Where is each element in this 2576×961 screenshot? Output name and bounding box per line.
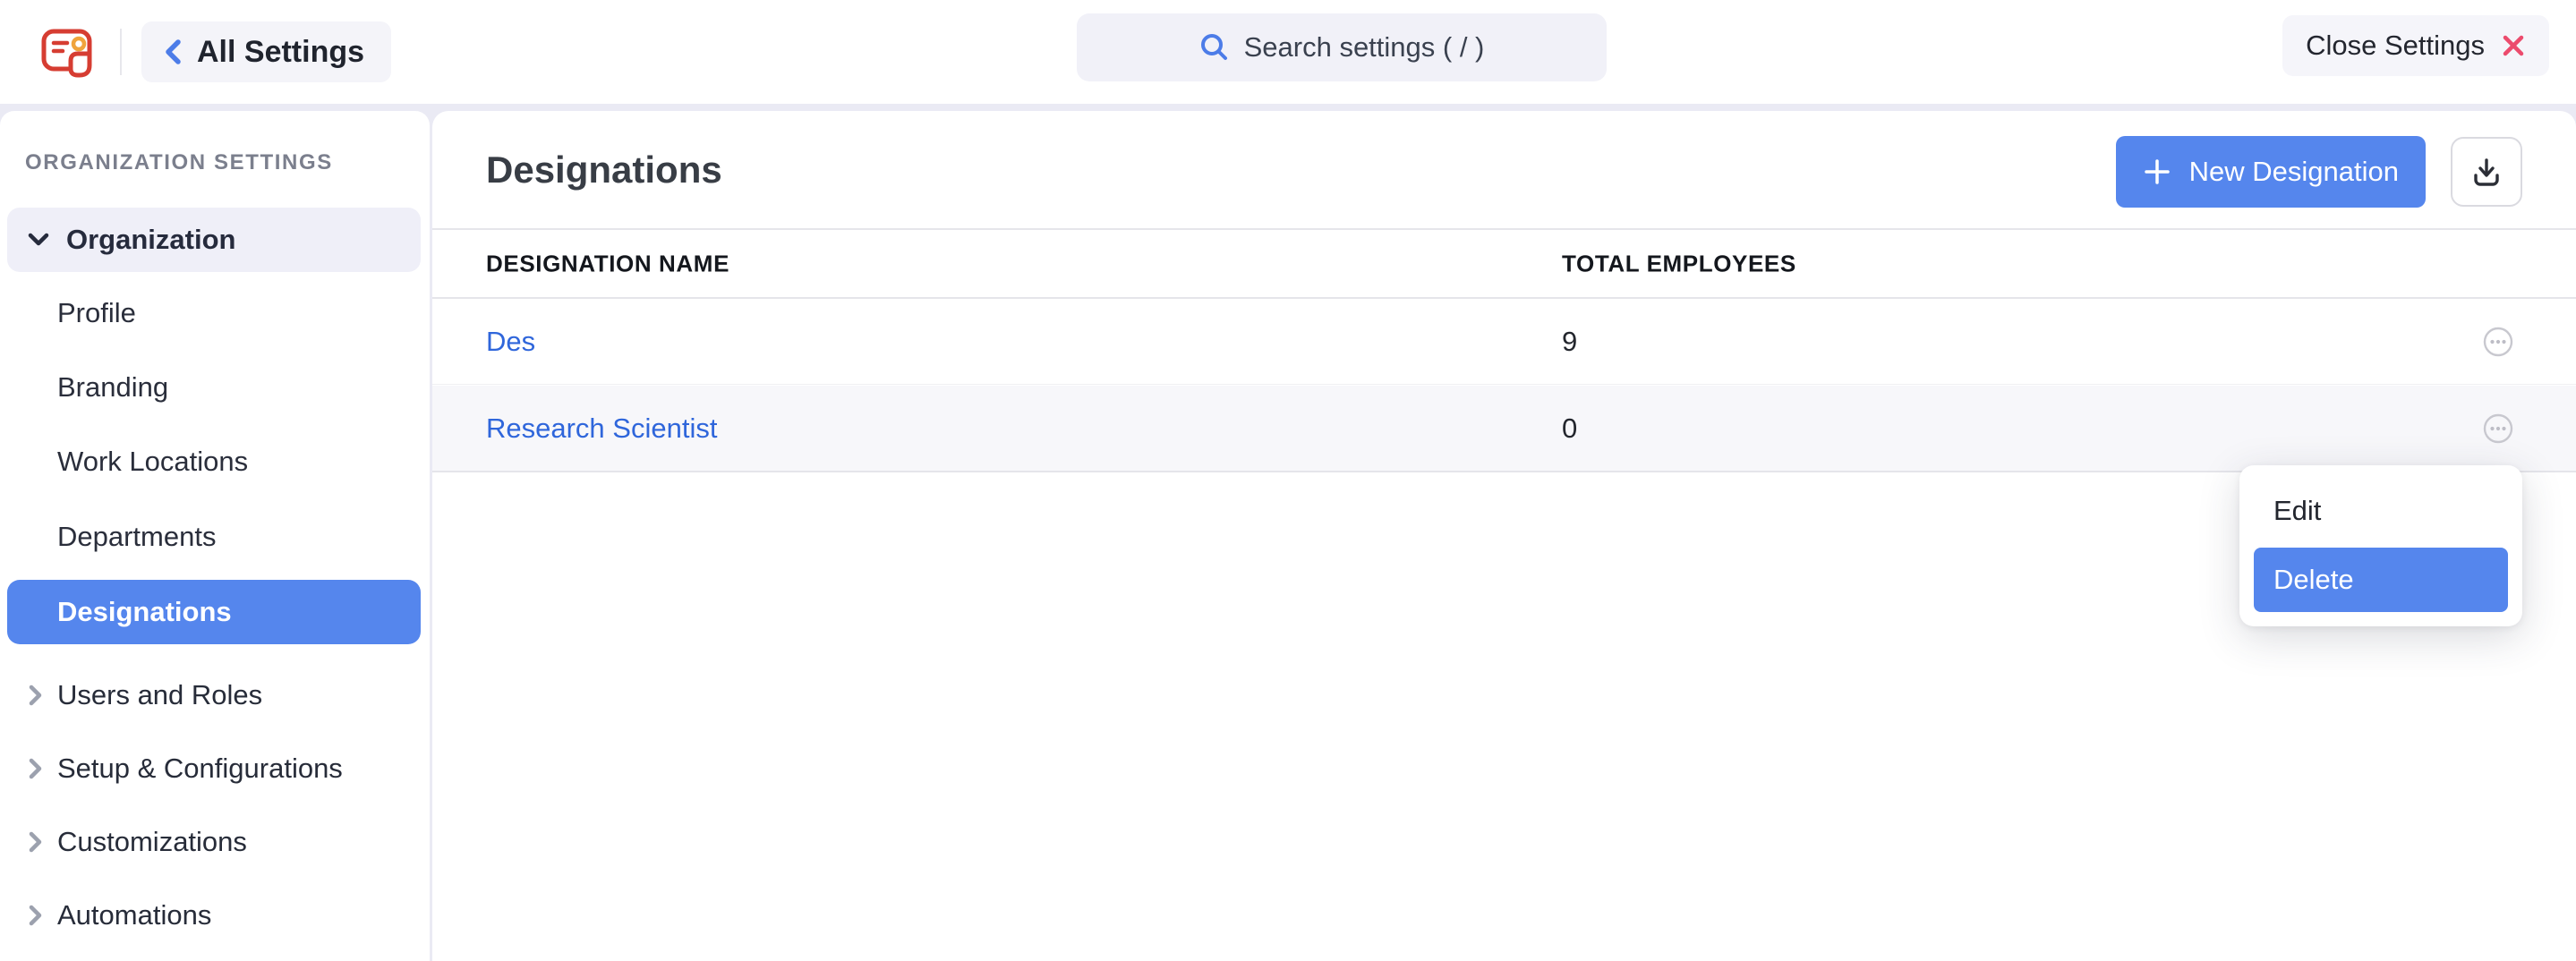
sidebar-item-branding[interactable]: Branding: [0, 355, 430, 420]
ellipsis-circle-icon[interactable]: [2483, 413, 2513, 444]
sidebar-item-label: Branding: [57, 371, 169, 403]
sidebar-item-work-locations[interactable]: Work Locations: [0, 429, 430, 494]
designation-name-link[interactable]: Des: [486, 325, 536, 357]
sidebar-group-users-and-roles[interactable]: Users and Roles: [0, 663, 430, 727]
sidebar-item-label: Profile: [57, 297, 136, 328]
new-designation-button[interactable]: New Designation: [2115, 136, 2426, 208]
topbar: All Settings Search settings ( / ) Close…: [0, 0, 2576, 104]
table-header-row: DESIGNATION NAME TOTAL EMPLOYEES: [432, 228, 2576, 299]
chevron-left-icon: [163, 37, 183, 67]
designation-name-link[interactable]: Research Scientist: [486, 412, 718, 444]
search-settings-input[interactable]: Search settings ( / ): [1077, 13, 1607, 81]
sidebar-item-label: Designations: [57, 596, 232, 627]
sidebar-item-designations[interactable]: Designations: [7, 580, 421, 644]
search-placeholder: Search settings ( / ): [1243, 31, 1485, 63]
column-header-designation-name: DESIGNATION NAME: [486, 250, 730, 276]
menu-item-delete[interactable]: Delete: [2254, 548, 2508, 612]
all-settings-back-button[interactable]: All Settings: [141, 21, 392, 82]
sidebar-section-title: ORGANIZATION SETTINGS: [25, 150, 333, 174]
sidebar-group-setup-configurations[interactable]: Setup & Configurations: [0, 736, 430, 801]
close-settings-label: Close Settings: [2306, 30, 2485, 61]
chevron-down-icon: [27, 232, 50, 248]
plus-icon: [2143, 157, 2171, 186]
app-logo-icon[interactable]: [39, 24, 97, 80]
all-settings-label: All Settings: [197, 34, 365, 69]
new-designation-label: New Designation: [2188, 156, 2399, 187]
chevron-right-icon: [27, 830, 43, 854]
total-employees-value: 0: [1562, 412, 1578, 444]
page-title: Designations: [486, 149, 722, 191]
chevron-right-icon: [27, 684, 43, 707]
sidebar-group-label: Users and Roles: [57, 679, 263, 710]
table-row: Des 9: [432, 299, 2576, 385]
sidebar-group-customizations[interactable]: Customizations: [0, 810, 430, 874]
topbar-divider: [120, 29, 122, 75]
ellipsis-circle-icon[interactable]: [2483, 327, 2513, 357]
chevron-right-icon: [27, 757, 43, 780]
sidebar-group-label: Automations: [57, 899, 212, 931]
table-row: Research Scientist 0: [432, 386, 2576, 472]
row-actions-menu: Edit Delete: [2239, 465, 2522, 626]
menu-item-edit[interactable]: Edit: [2273, 495, 2322, 526]
sidebar-group-label: Organization: [66, 224, 236, 255]
column-header-total-employees: TOTAL EMPLOYEES: [1562, 250, 1796, 276]
sidebar-group-label: Customizations: [57, 826, 247, 857]
export-button[interactable]: [2451, 137, 2522, 207]
download-icon: [2469, 155, 2503, 189]
sidebar-item-label: Departments: [57, 521, 217, 552]
search-icon: [1199, 32, 1230, 63]
sidebar-group-automations[interactable]: Automations: [0, 883, 430, 948]
close-settings-button[interactable]: Close Settings: [2282, 15, 2549, 76]
settings-sidebar: ORGANIZATION SETTINGS Organization Profi…: [0, 111, 430, 961]
sidebar-group-organization[interactable]: Organization: [7, 208, 421, 272]
sidebar-group-label: Setup & Configurations: [57, 753, 343, 784]
chevron-right-icon: [27, 904, 43, 927]
sidebar-item-profile[interactable]: Profile: [0, 281, 430, 345]
sidebar-item-label: Work Locations: [57, 446, 249, 477]
total-employees-value: 9: [1562, 325, 1578, 357]
designations-panel: Designations New Designation DESIGNATION…: [432, 111, 2576, 961]
sidebar-item-departments[interactable]: Departments: [0, 505, 430, 569]
close-x-icon: [2501, 33, 2526, 58]
